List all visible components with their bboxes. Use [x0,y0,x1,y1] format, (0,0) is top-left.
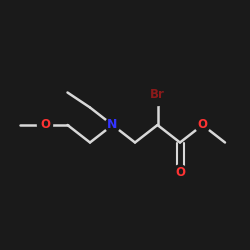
Text: O: O [198,118,207,132]
Circle shape [195,118,210,132]
Text: O: O [175,166,185,179]
Circle shape [172,165,188,180]
Circle shape [147,84,168,105]
Text: Br: Br [150,88,165,102]
Circle shape [38,118,52,132]
Text: O: O [40,118,50,132]
Text: N: N [107,118,118,132]
Circle shape [105,118,120,132]
